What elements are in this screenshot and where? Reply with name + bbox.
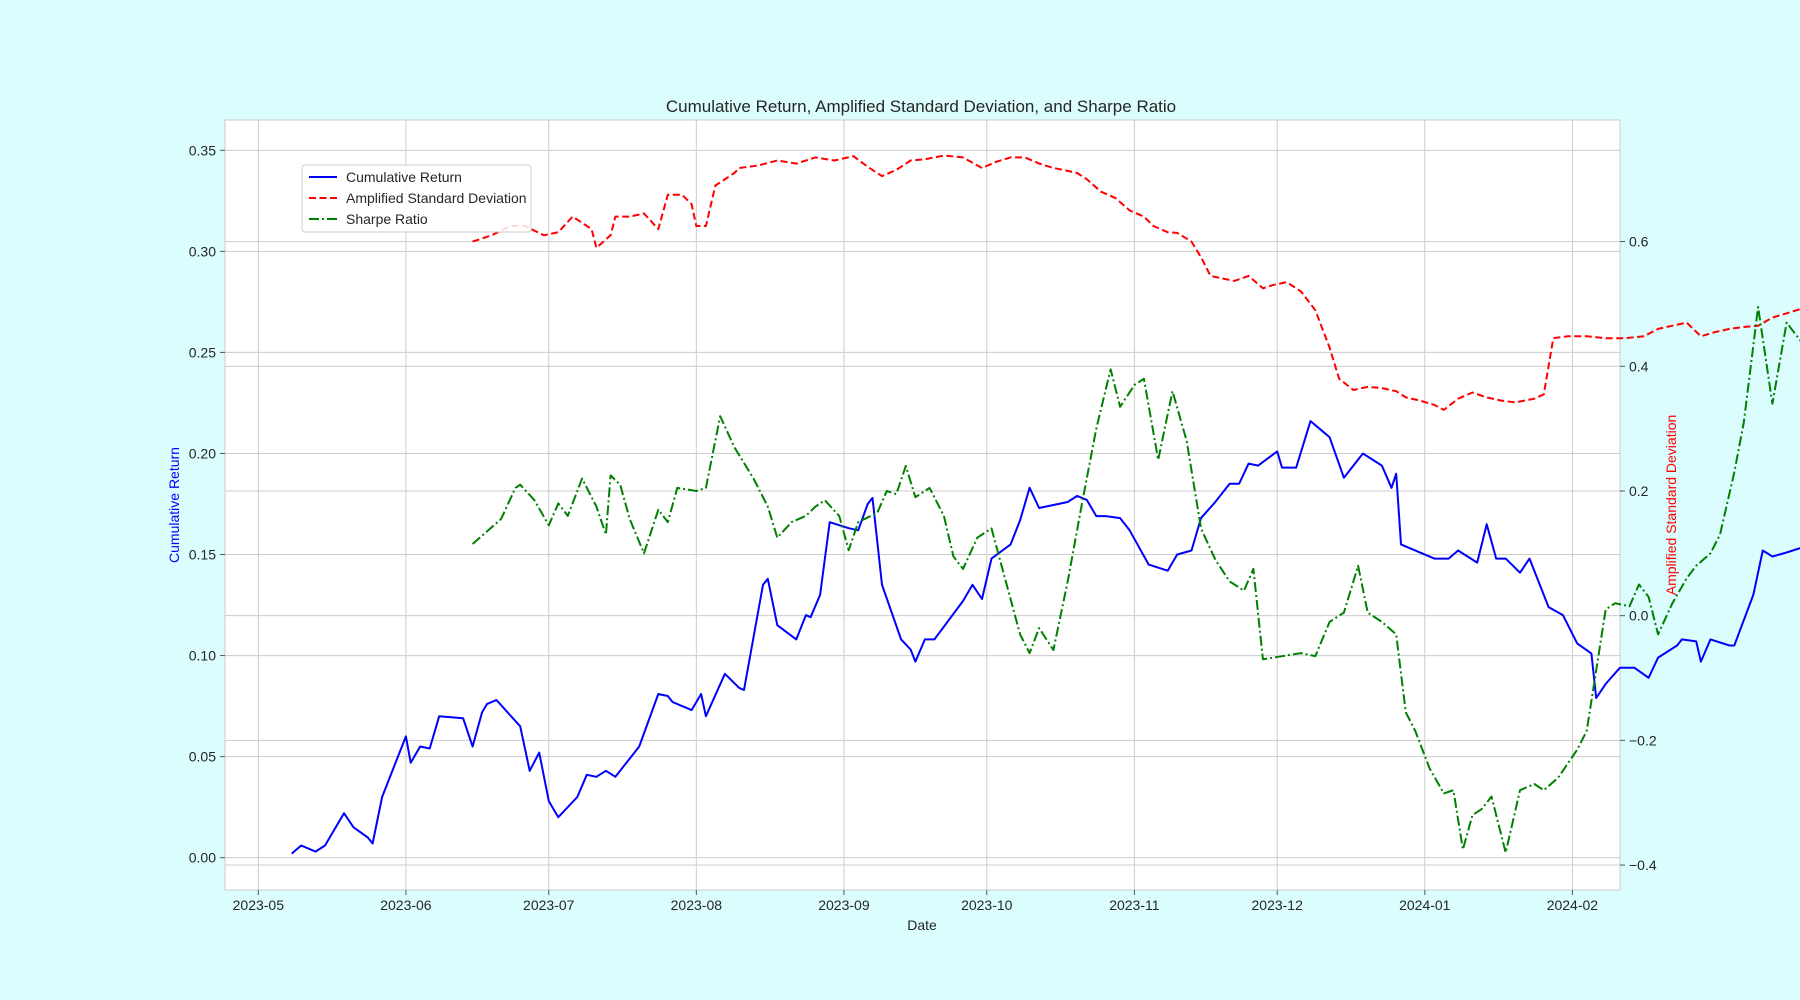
y-left-tick-label: 0.15: [189, 547, 216, 563]
y-left-tick-label: 0.05: [189, 749, 216, 765]
x-tick-label: 2024-01: [1399, 897, 1451, 913]
legend-box: [301, 164, 532, 233]
y-right-tick-label: 0.0: [1629, 608, 1649, 624]
y-right-tick-label: 0.4: [1629, 358, 1649, 374]
y-right-tick-label: 0.2: [1629, 483, 1649, 499]
y-left-tick-label: 0.25: [189, 344, 216, 360]
x-tick-label: 2023-05: [233, 897, 285, 913]
series-line-sharpe-ratio: [471, 306, 1800, 854]
x-axis-label: Date: [907, 917, 937, 933]
y-left-tick-label: 0.10: [189, 648, 216, 664]
series-line-cumulative-return: [291, 420, 1800, 855]
legend-label-amplified-std: Amplified Standard Deviation: [346, 190, 527, 206]
legend-label-cumulative-return: Cumulative Return: [346, 169, 462, 185]
y-right-tick-label: 0.6: [1629, 234, 1649, 250]
y-left-tick-label: 0.35: [189, 142, 216, 158]
x-tick-label: 2023-08: [671, 897, 723, 913]
y-axis-left-label: Cumulative Return: [166, 447, 182, 563]
x-tick-label: 2023-06: [380, 897, 432, 913]
y-left-tick-label: 0.20: [189, 445, 216, 461]
x-tick-label: 2023-12: [1252, 897, 1304, 913]
chart-title: Cumulative Return, Amplified Standard De…: [666, 97, 1176, 116]
y-right-tick-label: −0.2: [1629, 732, 1657, 748]
tick-labels: 2023-05 2023-06 2023-07 2023-08 2023-09 2023-…: [189, 142, 1657, 913]
legend-label-sharpe-ratio: Sharpe Ratio: [346, 211, 428, 227]
y-left-tick-label: 0.30: [189, 243, 216, 259]
grid: [225, 120, 1620, 890]
x-tick-label: 2023-09: [818, 897, 870, 913]
y-left-tick-label: 0.00: [189, 850, 216, 866]
x-tick-label: 2023-10: [961, 897, 1013, 913]
y-axis-right-label: Amplified Standard Deviation: [1663, 415, 1679, 596]
x-tick-label: 2023-07: [523, 897, 575, 913]
plot-area: [224, 119, 1621, 891]
series-lines: [291, 154, 1800, 855]
legend: Cumulative Return Amplified Standard Dev…: [301, 164, 532, 233]
x-tick-label: 2024-02: [1547, 897, 1599, 913]
y-right-tick-label: −0.4: [1629, 857, 1657, 873]
x-tick-label: 2023-11: [1109, 897, 1160, 913]
